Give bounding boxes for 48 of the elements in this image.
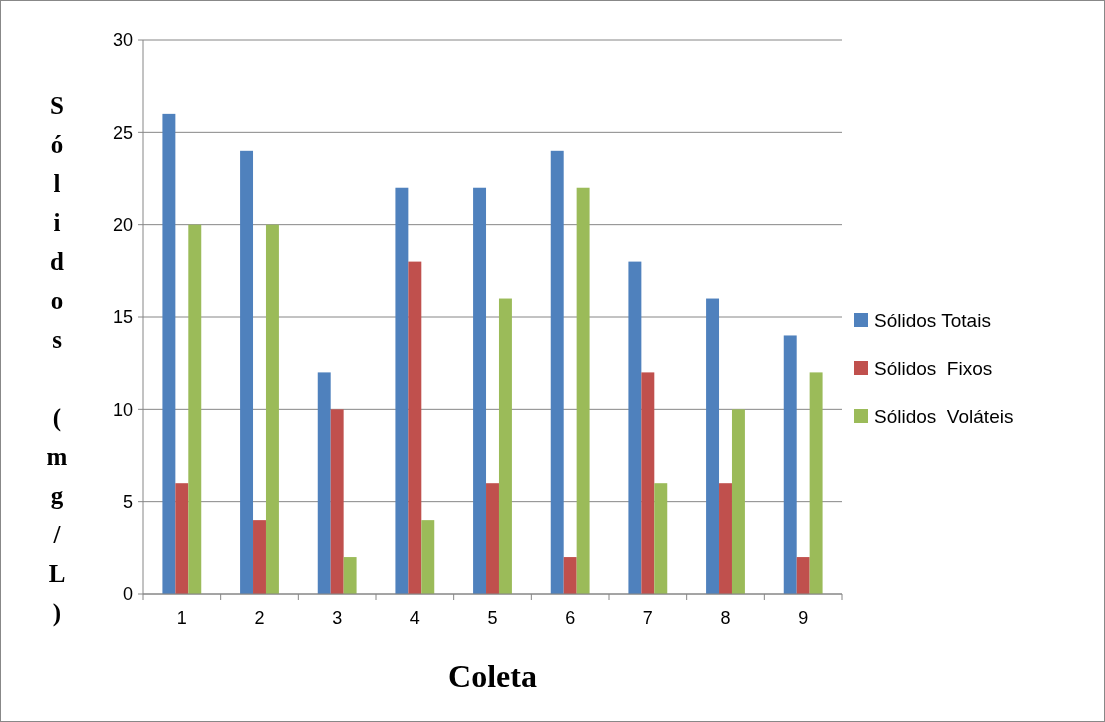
bar	[175, 483, 189, 594]
bar	[550, 150, 564, 594]
bar	[317, 372, 331, 594]
bar	[240, 150, 254, 594]
bar	[498, 298, 512, 594]
x-tick-label: 1	[176, 608, 187, 628]
y-axis-title: Sólidos (mg/L)	[43, 92, 71, 638]
x-axis-title: Coleta	[448, 658, 537, 694]
bar	[719, 483, 732, 594]
x-tick-label: 9	[798, 608, 809, 628]
x-tick-label: 5	[487, 608, 498, 628]
bar	[486, 483, 499, 594]
bar	[473, 187, 487, 594]
bar	[408, 261, 422, 594]
x-tick-label: 3	[332, 608, 343, 628]
y-tick-label: 20	[112, 214, 133, 235]
bar	[628, 261, 642, 594]
legend-label: Sólidos Fixos	[874, 357, 993, 379]
bar	[395, 187, 409, 594]
bar	[641, 372, 655, 594]
x-tick-label: 8	[720, 608, 731, 628]
bar	[654, 483, 668, 594]
bar	[188, 224, 202, 594]
y-tick-label: 5	[122, 491, 133, 512]
y-tick-label: 25	[112, 122, 133, 143]
bar	[253, 520, 266, 594]
bar	[162, 113, 176, 594]
y-tick-label: 10	[112, 399, 133, 420]
bar	[706, 298, 720, 594]
legend-label: Sólidos Voláteis	[874, 405, 1014, 427]
y-tick-label: 0	[122, 584, 133, 605]
bar	[731, 409, 745, 594]
bar	[563, 557, 577, 594]
bar	[576, 187, 590, 594]
bar	[330, 409, 344, 594]
bar	[796, 557, 810, 594]
x-tick-label: 2	[254, 608, 265, 628]
bar	[421, 520, 435, 594]
bar	[343, 557, 357, 594]
y-tick-label: 15	[112, 307, 133, 328]
legend-label: Sólidos Totais	[874, 309, 991, 331]
bar	[809, 372, 823, 594]
bar	[783, 335, 797, 594]
y-tick-label: 30	[112, 30, 133, 51]
x-tick-label: 4	[409, 608, 420, 628]
bar	[265, 224, 279, 594]
x-tick-label: 6	[565, 608, 576, 628]
x-tick-label: 7	[642, 608, 653, 628]
